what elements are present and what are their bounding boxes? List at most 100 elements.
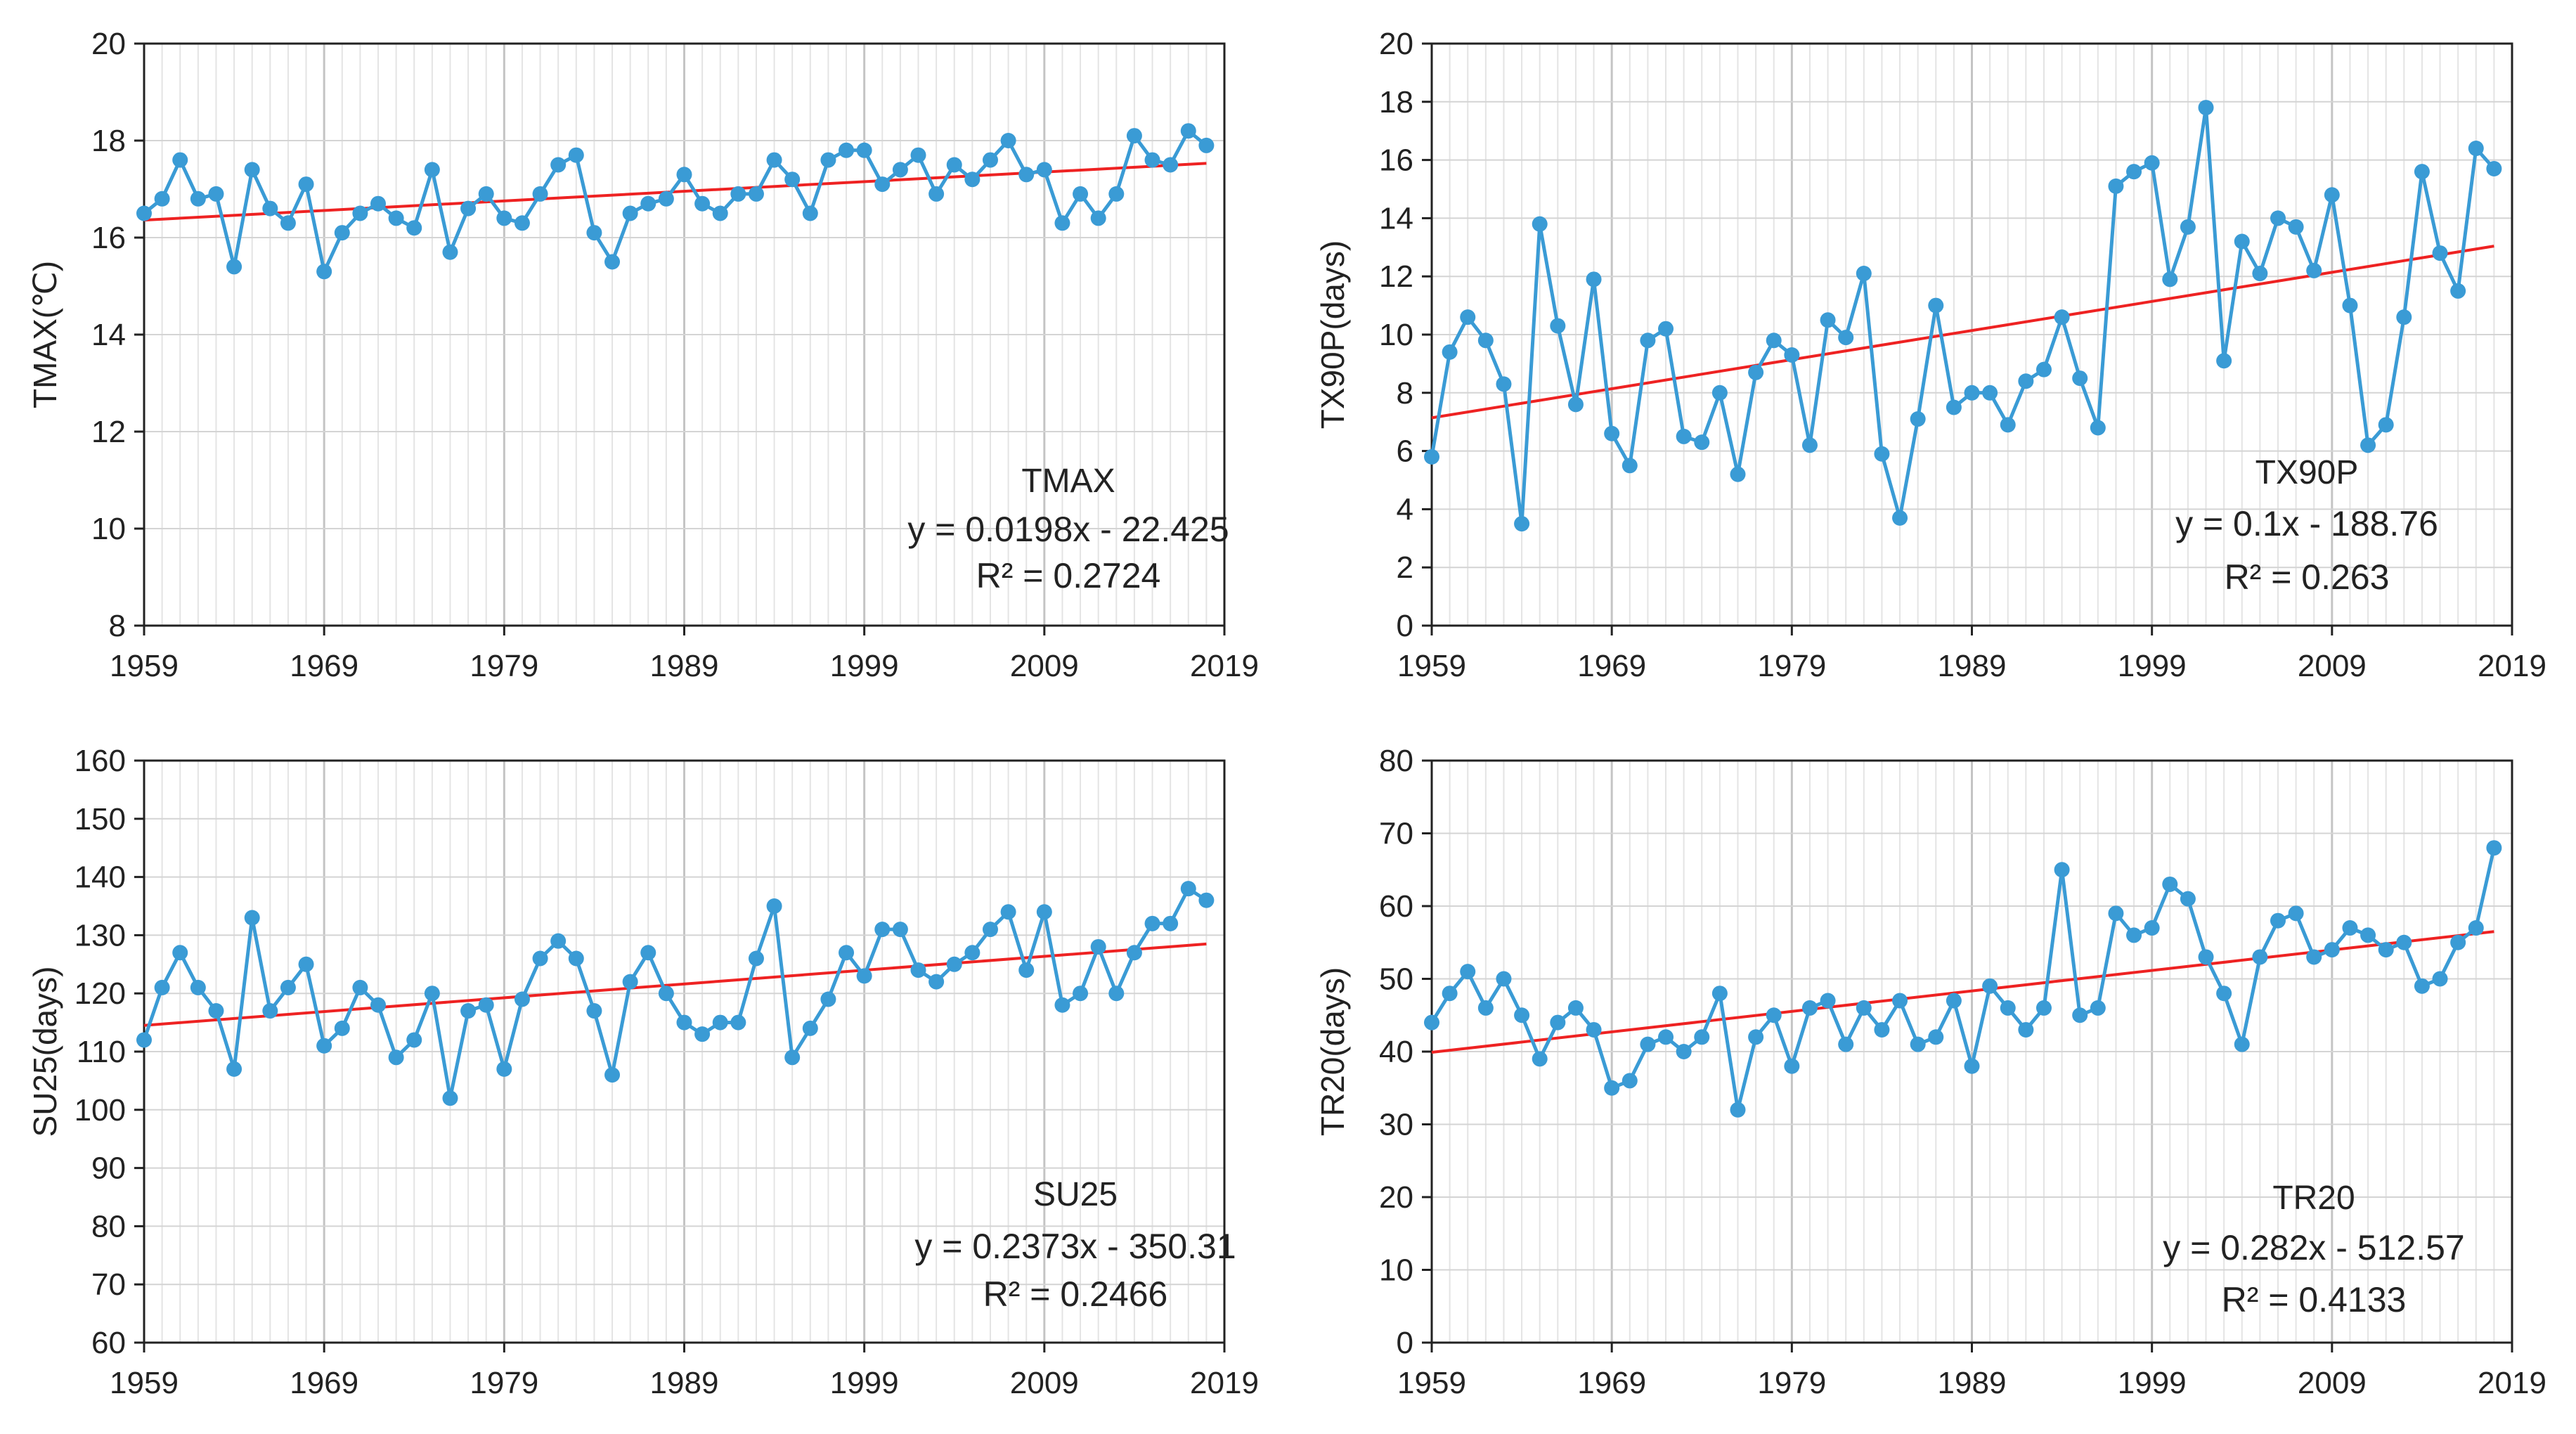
data-point <box>2018 373 2034 389</box>
series-line <box>142 886 1208 1100</box>
data-point <box>856 968 872 984</box>
data-point <box>2234 233 2250 250</box>
data-point <box>1514 516 1530 532</box>
y-tick-label: 4 <box>1397 492 1413 527</box>
y-tick-label: 80 <box>1379 744 1413 778</box>
tmax-chart-svg: 8 10 12 14 16 18 20 1959 1969 1979 1989 1999 2009 201… <box>27 27 1259 683</box>
data-point <box>2054 309 2070 325</box>
data-point <box>1874 446 1890 462</box>
data-point <box>1784 347 1800 363</box>
data-point <box>2180 219 2196 235</box>
data-point <box>1073 986 1089 1002</box>
trendline <box>1431 245 2494 420</box>
data-point <box>1090 938 1106 955</box>
data-point <box>226 1061 242 1077</box>
data-point <box>1730 466 1746 482</box>
data-point <box>460 1003 477 1019</box>
data-point <box>1460 309 1476 325</box>
y-tick-label: 10 <box>1379 318 1413 352</box>
y-tick-label: 100 <box>75 1093 126 1128</box>
data-point <box>640 945 656 961</box>
series-name-label: TR20 <box>2272 1180 2355 1217</box>
x-tick-label: 1979 <box>1757 1366 1826 1400</box>
y-tick-label: 10 <box>1379 1253 1413 1288</box>
y-tick-label: 140 <box>75 860 126 895</box>
data-point <box>2234 1036 2250 1052</box>
data-point <box>2144 920 2160 936</box>
x-tick-label: 1969 <box>1577 649 1646 683</box>
data-point <box>928 974 945 990</box>
r-squared-label: R² = 0.2724 <box>976 556 1161 595</box>
y-tick-label: 18 <box>1379 85 1413 119</box>
y-tick-label: 14 <box>1379 201 1413 235</box>
data-point <box>1514 1007 1530 1023</box>
data-point <box>820 152 836 168</box>
data-point <box>2126 164 2142 180</box>
data-point <box>1550 1014 1566 1031</box>
series-line <box>143 129 1208 273</box>
data-point <box>1676 1044 1692 1059</box>
x-tick-label: 2019 <box>1190 1366 1259 1400</box>
data-point <box>946 956 962 972</box>
x-tick-label: 1979 <box>470 649 538 683</box>
x-tick-label: 2019 <box>2478 649 2546 683</box>
data-point <box>1073 186 1089 202</box>
data-point <box>1910 1036 1926 1052</box>
x-tick-label: 1959 <box>110 649 179 683</box>
y-tick-label: 70 <box>91 1267 126 1302</box>
data-point <box>1054 215 1070 231</box>
data-point <box>1784 1058 1800 1074</box>
grid <box>1430 43 2513 626</box>
data-point <box>478 997 494 1013</box>
data-point <box>1604 425 1620 441</box>
data-point <box>658 190 674 207</box>
data-point <box>1180 881 1196 897</box>
data-point <box>964 172 980 188</box>
data-point <box>1532 216 1548 232</box>
trendline <box>143 942 1207 1027</box>
data-point <box>2198 100 2214 116</box>
data-point <box>208 186 224 202</box>
data-point <box>244 162 260 178</box>
data-point <box>2396 934 2412 950</box>
data-point <box>2035 1000 2052 1016</box>
y-tick-label: 20 <box>1379 1180 1413 1215</box>
data-point <box>334 225 350 241</box>
data-point <box>1424 448 1439 465</box>
x-tick-label: 1999 <box>2118 649 2187 683</box>
data-point <box>2216 353 2232 369</box>
data-point <box>1856 1000 1872 1016</box>
data-point <box>784 1049 801 1066</box>
x-tick-label: 2009 <box>2298 1366 2367 1400</box>
data-point <box>136 1032 152 1048</box>
x-tick-label: 1959 <box>1397 1366 1466 1400</box>
y-tick-label: 8 <box>109 609 126 643</box>
data-point <box>478 186 494 202</box>
x-tick-label: 1969 <box>290 1366 358 1400</box>
data-point <box>2360 927 2376 943</box>
data-point <box>820 991 836 1007</box>
data-point <box>2000 417 2016 433</box>
x-tick-label: 1999 <box>830 649 899 683</box>
y-tick-label: 30 <box>1379 1108 1413 1142</box>
y-tick-label: 60 <box>91 1326 126 1360</box>
data-point <box>2450 934 2466 950</box>
x-tick-label: 2009 <box>1010 649 1079 683</box>
x-tick-label: 1979 <box>1757 649 1826 683</box>
data-point <box>1748 364 1764 380</box>
data-point <box>910 147 926 163</box>
data-point <box>2432 245 2448 261</box>
data-point <box>2342 297 2358 314</box>
tr20-chart-svg: 0 10 20 30 40 50 60 70 80 1959 1969 1979 1989 1999 200… <box>1314 744 2546 1400</box>
y-tick-label: 40 <box>1379 1035 1413 1069</box>
data-point <box>406 1032 422 1048</box>
data-point <box>2090 420 2106 436</box>
data-point <box>2252 266 2268 282</box>
data-point <box>460 200 477 217</box>
data-point <box>2414 164 2430 180</box>
data-point <box>2342 920 2358 936</box>
trend-equation: y = 0.2373x - 350.31 <box>914 1227 1236 1266</box>
data-point <box>730 186 746 202</box>
data-point <box>1694 434 1710 451</box>
data-point <box>2216 986 2232 1002</box>
